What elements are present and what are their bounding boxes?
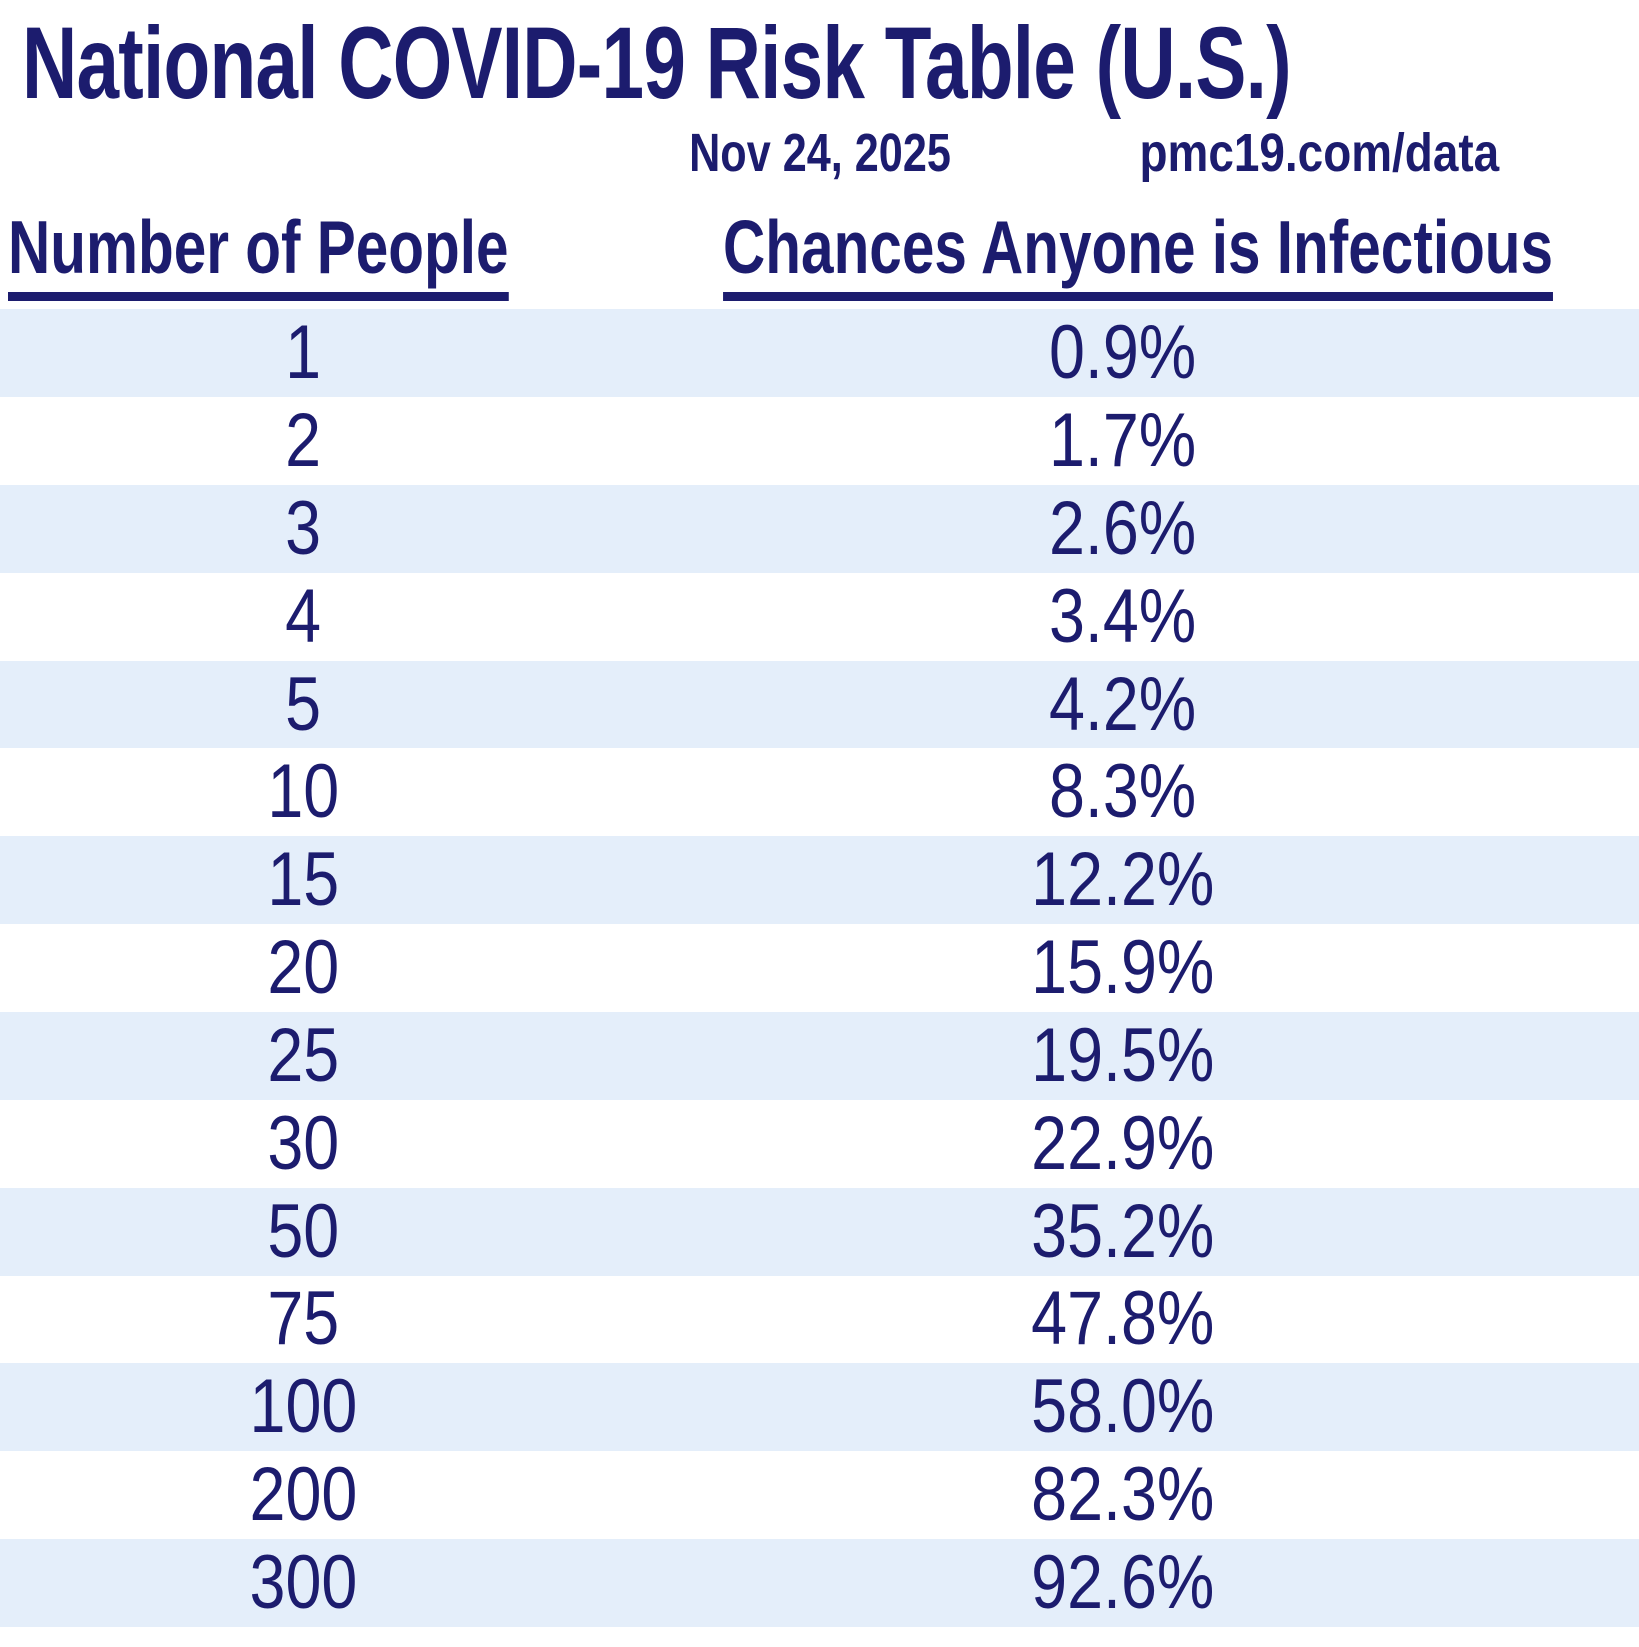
people-cell: 15 [0,842,606,918]
people-cell: 1 [0,315,606,391]
site-url-link[interactable]: pmc19.com/data [1139,123,1499,183]
people-cell: 50 [0,1188,606,1274]
people-value: 2 [285,398,322,484]
table-row: 20 15.9% [0,924,1639,1012]
chance-cell: 15.9% [606,930,1639,1006]
people-value: 20 [267,925,340,1011]
table-row: 100 58.0% [0,1363,1639,1452]
table-body: 1 0.9% 2 1.7% 3 2.6% 4 3.4% 5 4.2% 10 8.3% 15 12.2% 20… [0,309,1639,1627]
people-cell: 4 [0,573,606,659]
table-row: 200 82.3% [0,1451,1639,1539]
table-row: 25 19.5% [0,1012,1639,1100]
table-row: 5 4.2% [0,660,1639,749]
people-cell: 20 [0,930,606,1006]
table-row: 3 2.6% [0,484,1639,573]
people-cell: 30 [0,1100,606,1186]
chance-cell: 2.6% [606,485,1639,571]
people-cell: 75 [0,1281,606,1357]
chance-cell: 35.2% [606,1188,1639,1274]
table-header-row: Number of People Chances Anyone is Infec… [0,209,1639,302]
column-header-people-label: Number of People [8,209,509,302]
chance-value: 1.7% [1049,398,1197,484]
chance-cell: 92.6% [606,1539,1639,1625]
chance-value: 3.4% [1049,573,1197,659]
column-header-chances: Chances Anyone is Infectious [606,209,1639,302]
people-cell: 25 [0,1012,606,1098]
people-cell: 200 [0,1457,606,1533]
chance-cell: 58.0% [606,1369,1639,1445]
chance-value: 35.2% [1031,1188,1215,1274]
chance-cell: 47.8% [606,1281,1639,1357]
table-row: 2 1.7% [0,397,1639,485]
date-label: Nov 24, 2025 [688,123,951,183]
chance-value: 22.9% [1031,1100,1215,1186]
table-row: 75 47.8% [0,1276,1639,1364]
risk-table-page: National COVID-19 Risk Table (U.S.) Nov … [0,12,1639,1647]
people-cell: 5 [0,661,606,747]
chance-cell: 22.9% [606,1100,1639,1186]
people-value: 25 [267,1012,340,1098]
people-cell: 300 [0,1539,606,1625]
chance-value: 8.3% [1049,749,1197,835]
people-value: 75 [267,1276,340,1362]
chance-value: 4.2% [1049,661,1197,747]
chance-value: 92.6% [1031,1539,1215,1625]
people-value: 200 [249,1452,358,1538]
chance-value: 12.2% [1031,837,1215,923]
chance-cell: 12.2% [606,842,1639,918]
people-value: 15 [267,837,340,923]
column-header-people: Number of People [0,209,606,302]
chance-value: 19.5% [1031,1012,1215,1098]
people-value: 100 [249,1364,358,1450]
table-row: 4 3.4% [0,573,1639,661]
chance-value: 15.9% [1031,925,1215,1011]
chance-value: 58.0% [1031,1364,1215,1450]
chance-value: 47.8% [1031,1276,1215,1362]
column-header-chances-label: Chances Anyone is Infectious [723,209,1554,302]
subheader: Nov 24, 2025 pmc19.com/data [0,122,1639,183]
people-cell: 100 [0,1369,606,1445]
chance-value: 2.6% [1049,485,1197,571]
people-value: 4 [285,573,322,659]
page-title: National COVID-19 Risk Table (U.S.) [22,6,1292,120]
people-cell: 10 [0,754,606,830]
chance-cell: 1.7% [606,403,1639,479]
chance-cell: 0.9% [606,315,1639,391]
people-value: 1 [285,310,322,396]
table-row: 10 8.3% [0,748,1639,836]
people-cell: 3 [0,485,606,571]
chance-cell: 3.4% [606,573,1639,659]
people-value: 5 [285,661,322,747]
chance-value: 0.9% [1049,310,1197,396]
chance-cell: 82.3% [606,1457,1639,1533]
people-value: 10 [267,749,340,835]
chance-cell: 8.3% [606,754,1639,830]
table-row: 300 92.6% [0,1539,1639,1627]
table-row: 50 35.2% [0,1187,1639,1276]
people-value: 3 [285,485,322,571]
chance-cell: 4.2% [606,661,1639,747]
chance-cell: 19.5% [606,1012,1639,1098]
people-value: 300 [249,1539,358,1625]
table-row: 30 22.9% [0,1100,1639,1188]
people-value: 30 [267,1100,340,1186]
table-row: 15 12.2% [0,836,1639,925]
people-value: 50 [267,1188,340,1274]
chance-value: 82.3% [1031,1452,1215,1538]
table-row: 1 0.9% [0,309,1639,398]
people-cell: 2 [0,403,606,479]
